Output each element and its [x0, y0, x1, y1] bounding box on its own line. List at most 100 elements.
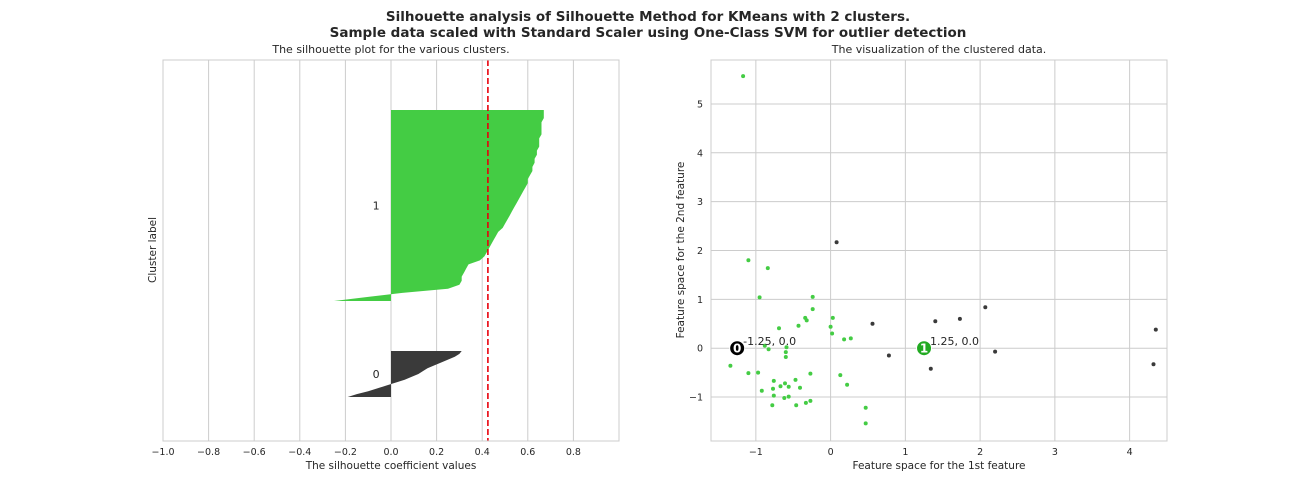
silhouette-plot: 01 −1.0 −0.8 −0.6 −0.4 −0.2 0.0 0.2 0.4 0.6 0.8 T… — [147, 43, 620, 472]
scatter-x-ticks: −1 0 1 2 3 4 — [749, 447, 1133, 458]
cluster-center-annotation: 1.25, 0.0 — [930, 335, 979, 348]
scatter-point-cluster-1 — [770, 403, 775, 408]
silhouette-cluster-labels: 01 — [373, 200, 380, 382]
scatter-point-cluster-0 — [1153, 327, 1158, 332]
scatter-point-cluster-1 — [766, 347, 771, 352]
scatter-gridlines — [711, 60, 1167, 441]
silhouette-plot-frame — [162, 59, 620, 442]
scatter-points — [728, 74, 1158, 426]
cluster-center-marker — [729, 340, 746, 357]
cluster-center-annotation: -1.25, 0.0 — [743, 335, 796, 348]
scatter-point-cluster-1 — [793, 377, 798, 382]
scatter-point-cluster-1 — [746, 258, 751, 263]
scatter-x-tick-label: 0 — [828, 447, 834, 458]
scatter-point-cluster-1 — [746, 371, 751, 376]
scatter-y-tick-label: −1 — [689, 393, 703, 404]
scatter-point-cluster-1 — [863, 421, 868, 426]
silhouette-x-tick-label: −1.0 — [151, 447, 174, 458]
scatter-point-cluster-1 — [771, 393, 776, 398]
scatter-point-cluster-0 — [886, 353, 891, 358]
scatter-point-cluster-1 — [810, 307, 815, 312]
silhouette-x-tick-label: −0.2 — [334, 447, 357, 458]
figure-title-line1: Silhouette analysis of Silhouette Method… — [386, 9, 910, 25]
scatter-point-cluster-1 — [804, 318, 809, 323]
scatter-point-cluster-0 — [957, 316, 962, 321]
silhouette-cluster-label: 0 — [373, 368, 380, 381]
scatter-plot-frame — [710, 59, 1168, 442]
silhouette-cluster-fills — [334, 110, 544, 397]
silhouette-x-tick-label: 0.2 — [429, 447, 444, 458]
scatter-point-cluster-1 — [778, 384, 783, 389]
scatter-point-cluster-1 — [808, 371, 813, 376]
scatter-point-cluster-1 — [794, 403, 799, 408]
scatter-y-tick-label: 3 — [697, 197, 703, 208]
scatter-point-cluster-0 — [983, 305, 988, 310]
scatter-point-cluster-1 — [838, 373, 843, 378]
cluster-center-marker — [916, 340, 933, 357]
scatter-point-cluster-1 — [828, 324, 833, 329]
figure-title-line2: Sample data scaled with Standard Scaler … — [330, 25, 967, 41]
scatter-point-cluster-1 — [783, 381, 787, 386]
scatter-point-cluster-1 — [784, 345, 789, 350]
scatter-plot-title: The visualization of the clustered data. — [831, 43, 1047, 56]
scatter-point-cluster-0 — [1151, 362, 1156, 367]
silhouette-plot-title: The silhouette plot for the various clus… — [271, 43, 509, 56]
silhouette-x-tick-label: 0.0 — [383, 447, 398, 458]
scatter-y-axis-label: Feature space for the 2nd feature — [675, 162, 687, 339]
scatter-point-cluster-1 — [830, 315, 835, 320]
scatter-point-cluster-0 — [834, 240, 839, 245]
cluster-center-label: 1 — [920, 342, 928, 356]
silhouette-x-tick-label: 0.4 — [475, 447, 490, 458]
scatter-point-cluster-1 — [765, 266, 770, 271]
silhouette-x-ticks: −1.0 −0.8 −0.6 −0.4 −0.2 0.0 0.2 0.4 0.6 0.8 — [151, 447, 580, 458]
scatter-point-cluster-1 — [842, 337, 847, 342]
scatter-point-cluster-0 — [933, 319, 938, 324]
scatter-point-cluster-1 — [741, 74, 746, 79]
scatter-point-cluster-1 — [808, 398, 813, 403]
scatter-point-cluster-0 — [928, 366, 933, 371]
scatter-point-cluster-1 — [803, 400, 808, 405]
scatter-x-tick-label: 4 — [1127, 447, 1133, 458]
cluster-centers: 0 -1.25, 0.0 1 1.25, 0.0 — [729, 335, 979, 357]
scatter-point-cluster-1 — [759, 388, 764, 393]
scatter-y-tick-label: 1 — [697, 295, 703, 306]
scatter-y-tick-label: 5 — [697, 99, 703, 110]
silhouette-cluster-0-fill — [347, 351, 462, 397]
silhouette-cluster-label: 1 — [373, 200, 380, 213]
scatter-point-cluster-1 — [786, 394, 791, 399]
scatter-point-cluster-0 — [993, 349, 998, 354]
scatter-point-cluster-0 — [870, 321, 875, 326]
silhouette-y-axis-label: Cluster label — [147, 217, 159, 283]
scatter-y-tick-label: 0 — [697, 344, 703, 355]
silhouette-x-tick-label: −0.4 — [288, 447, 311, 458]
scatter-point-cluster-1 — [771, 386, 775, 391]
scatter-point-cluster-1 — [796, 323, 801, 328]
scatter-point-cluster-1 — [830, 331, 835, 336]
silhouette-cluster-1-fill — [334, 110, 544, 301]
scatter-x-tick-label: 2 — [977, 447, 983, 458]
scatter-point-cluster-1 — [786, 384, 791, 389]
silhouette-x-tick-label: 0.8 — [566, 447, 581, 458]
scatter-point-cluster-1 — [728, 363, 733, 368]
scatter-point-cluster-1 — [783, 350, 788, 355]
scatter-point-cluster-1 — [810, 294, 815, 299]
silhouette-x-tick-label: −0.8 — [197, 447, 220, 458]
scatter-point-cluster-1 — [777, 326, 781, 331]
scatter-x-tick-label: 1 — [902, 447, 908, 458]
scatter-point-cluster-1 — [783, 355, 788, 359]
scatter-x-tick-label: −1 — [749, 447, 763, 458]
scatter-x-axis-label: Feature space for the 1st feature — [852, 460, 1025, 472]
cluster-center-label: 0 — [733, 342, 741, 356]
scatter-point-cluster-1 — [798, 385, 802, 390]
silhouette-x-tick-label: 0.6 — [520, 447, 535, 458]
scatter-point-cluster-1 — [863, 405, 868, 410]
scatter-point-cluster-1 — [762, 343, 767, 348]
scatter-x-tick-label: 3 — [1052, 447, 1058, 458]
scatter-point-cluster-1 — [756, 370, 761, 375]
scatter-point-cluster-1 — [845, 382, 850, 387]
scatter-point-cluster-1 — [782, 396, 787, 400]
scatter-y-tick-label: 4 — [697, 148, 703, 159]
scatter-point-cluster-1 — [848, 336, 853, 341]
